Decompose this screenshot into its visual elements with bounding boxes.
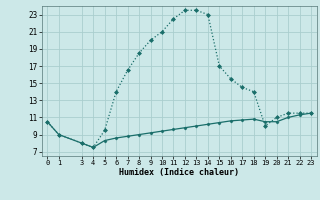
X-axis label: Humidex (Indice chaleur): Humidex (Indice chaleur): [119, 168, 239, 177]
